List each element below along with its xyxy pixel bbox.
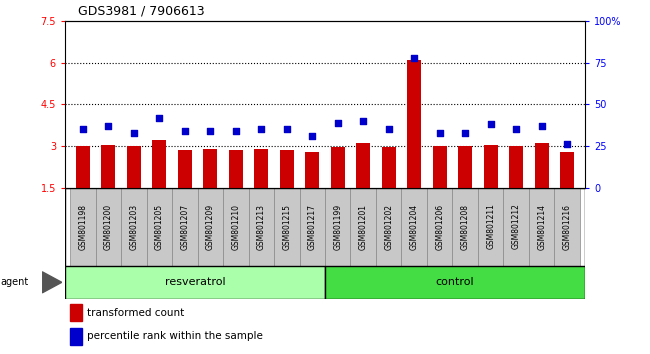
FancyBboxPatch shape: [504, 188, 529, 266]
Text: GDS3981 / 7906613: GDS3981 / 7906613: [78, 5, 205, 18]
Text: GSM801199: GSM801199: [333, 204, 343, 250]
Point: [307, 133, 317, 139]
Bar: [178, 150, 192, 188]
Point: [179, 128, 190, 134]
FancyBboxPatch shape: [248, 188, 274, 266]
Bar: [356, 143, 370, 188]
Point: [434, 130, 445, 136]
Point: [536, 123, 547, 129]
Text: GSM801201: GSM801201: [359, 204, 368, 250]
Bar: [306, 152, 319, 188]
FancyBboxPatch shape: [478, 188, 504, 266]
Point: [460, 130, 471, 136]
Bar: [407, 60, 421, 188]
FancyBboxPatch shape: [402, 188, 427, 266]
FancyBboxPatch shape: [529, 188, 554, 266]
Point: [154, 115, 164, 121]
Text: GSM801213: GSM801213: [257, 204, 266, 250]
FancyBboxPatch shape: [121, 188, 146, 266]
Bar: [127, 146, 141, 188]
Bar: [76, 146, 90, 188]
Point: [103, 123, 114, 129]
FancyBboxPatch shape: [198, 188, 223, 266]
Text: GSM801205: GSM801205: [155, 204, 164, 250]
FancyBboxPatch shape: [65, 266, 325, 299]
FancyBboxPatch shape: [350, 188, 376, 266]
Point: [205, 128, 216, 134]
Bar: [560, 152, 574, 188]
Bar: [535, 143, 549, 188]
FancyBboxPatch shape: [146, 188, 172, 266]
Text: GSM801207: GSM801207: [180, 204, 189, 250]
Bar: [433, 146, 447, 188]
Text: GSM801212: GSM801212: [512, 204, 521, 250]
Point: [256, 127, 266, 132]
FancyBboxPatch shape: [452, 188, 478, 266]
Bar: [101, 145, 115, 188]
FancyBboxPatch shape: [274, 188, 300, 266]
Point: [77, 127, 88, 132]
Text: GSM801200: GSM801200: [104, 204, 113, 250]
Point: [231, 128, 241, 134]
Bar: [280, 150, 294, 188]
Point: [562, 142, 573, 147]
FancyBboxPatch shape: [70, 188, 96, 266]
Text: GSM801208: GSM801208: [461, 204, 470, 250]
FancyBboxPatch shape: [172, 188, 198, 266]
Point: [333, 120, 343, 126]
Text: GSM801198: GSM801198: [79, 204, 87, 250]
FancyBboxPatch shape: [223, 188, 248, 266]
Bar: [152, 141, 166, 188]
Bar: [254, 149, 268, 188]
Bar: [509, 146, 523, 188]
Bar: [229, 150, 243, 188]
Bar: [331, 147, 345, 188]
FancyBboxPatch shape: [325, 266, 585, 299]
Point: [409, 55, 419, 61]
FancyBboxPatch shape: [427, 188, 452, 266]
Point: [129, 130, 139, 136]
Text: GSM801215: GSM801215: [282, 204, 291, 250]
Text: GSM801202: GSM801202: [384, 204, 393, 250]
FancyBboxPatch shape: [376, 188, 402, 266]
Bar: [484, 145, 498, 188]
Text: GSM801211: GSM801211: [486, 204, 495, 250]
FancyBboxPatch shape: [96, 188, 121, 266]
Point: [358, 118, 369, 124]
Bar: [70, 304, 82, 321]
FancyBboxPatch shape: [554, 188, 580, 266]
Bar: [382, 147, 396, 188]
Text: GSM801216: GSM801216: [563, 204, 571, 250]
Text: GSM801217: GSM801217: [307, 204, 317, 250]
Bar: [203, 149, 217, 188]
Text: GSM801204: GSM801204: [410, 204, 419, 250]
Polygon shape: [42, 272, 62, 293]
Text: percentile rank within the sample: percentile rank within the sample: [87, 331, 263, 341]
Text: control: control: [436, 277, 474, 287]
Text: GSM801209: GSM801209: [206, 204, 215, 250]
Text: GSM801203: GSM801203: [129, 204, 138, 250]
Text: GSM801214: GSM801214: [537, 204, 546, 250]
Text: GSM801206: GSM801206: [436, 204, 444, 250]
Bar: [458, 146, 472, 188]
Point: [384, 127, 394, 132]
Point: [511, 127, 521, 132]
Bar: [70, 328, 82, 344]
Point: [486, 121, 496, 127]
Text: GSM801210: GSM801210: [231, 204, 240, 250]
FancyBboxPatch shape: [325, 188, 350, 266]
Text: agent: agent: [1, 277, 29, 287]
FancyBboxPatch shape: [300, 188, 325, 266]
Text: transformed count: transformed count: [87, 308, 184, 318]
Text: resveratrol: resveratrol: [164, 277, 226, 287]
Point: [281, 127, 292, 132]
